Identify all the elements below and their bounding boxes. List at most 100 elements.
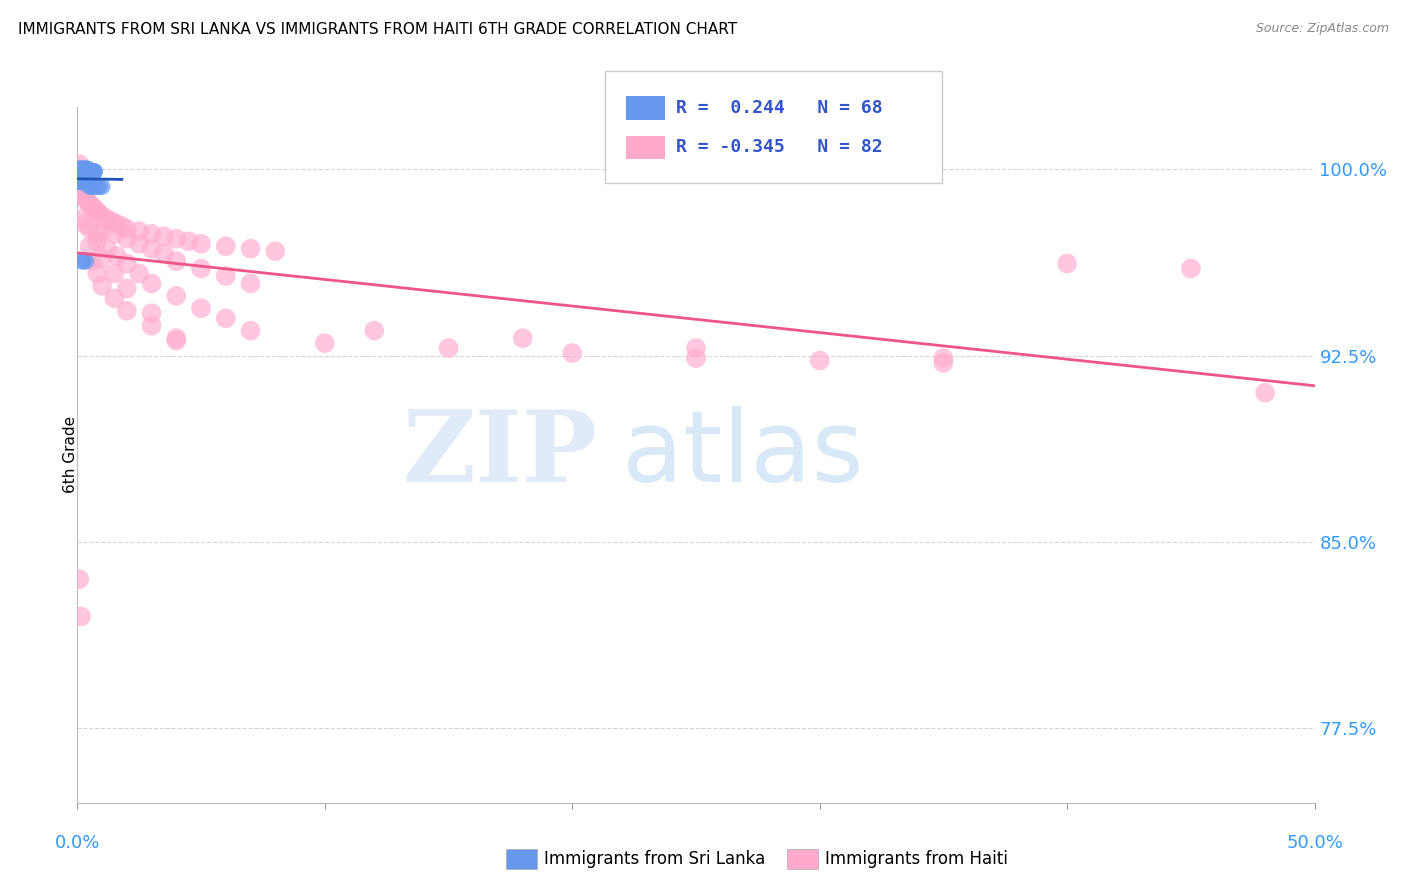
Point: [69, 162, 91, 177]
Point: [239, 277, 262, 291]
Point: [91, 210, 114, 224]
Point: [72, 169, 94, 184]
Point: [69, 167, 91, 181]
Point: [69, 172, 91, 186]
Point: [76, 167, 98, 181]
Point: [153, 246, 176, 260]
Point: [91, 252, 114, 266]
Point: [67, 175, 90, 189]
Text: atlas: atlas: [621, 407, 863, 503]
Point: [103, 291, 125, 305]
Point: [165, 232, 187, 246]
Point: [75, 167, 97, 181]
Point: [215, 239, 238, 253]
Point: [72, 167, 94, 181]
Point: [76, 167, 98, 181]
Point: [70, 609, 93, 624]
Point: [82, 254, 104, 268]
Point: [239, 242, 262, 256]
Point: [264, 244, 287, 259]
Point: [86, 227, 108, 241]
Point: [76, 177, 98, 191]
Point: [70, 162, 93, 177]
Point: [215, 311, 238, 326]
Point: [808, 353, 831, 368]
Point: [75, 254, 97, 268]
Point: [75, 192, 97, 206]
Point: [103, 227, 125, 241]
Point: [67, 167, 90, 181]
Point: [128, 224, 150, 238]
Point: [83, 179, 105, 194]
Point: [73, 167, 96, 181]
Point: [141, 242, 163, 256]
Point: [69, 175, 91, 189]
Point: [79, 179, 101, 194]
Point: [67, 169, 90, 184]
Point: [70, 172, 93, 186]
Point: [67, 572, 90, 586]
Point: [72, 172, 94, 186]
Point: [215, 268, 238, 283]
Point: [153, 229, 176, 244]
Point: [72, 162, 94, 177]
Point: [70, 177, 93, 191]
Point: [70, 254, 93, 268]
Point: [105, 249, 128, 263]
Point: [76, 162, 98, 177]
Text: R =  0.244   N = 68: R = 0.244 N = 68: [676, 99, 883, 117]
Point: [70, 162, 93, 177]
Point: [69, 172, 91, 186]
Point: [165, 254, 187, 268]
Point: [82, 164, 104, 178]
Point: [91, 279, 114, 293]
Point: [72, 179, 94, 194]
Point: [141, 227, 163, 241]
Point: [561, 346, 583, 360]
Point: [82, 199, 104, 213]
Point: [69, 162, 91, 177]
Point: [72, 254, 94, 268]
Point: [177, 234, 200, 248]
Point: [75, 162, 97, 177]
Point: [69, 162, 91, 177]
Point: [932, 356, 955, 370]
Point: [69, 167, 91, 181]
Point: [512, 331, 534, 345]
Point: [128, 236, 150, 251]
Point: [103, 267, 125, 281]
Point: [1056, 257, 1078, 271]
Point: [77, 164, 100, 178]
Point: [685, 351, 707, 365]
Point: [89, 207, 111, 221]
Text: IMMIGRANTS FROM SRI LANKA VS IMMIGRANTS FROM HAITI 6TH GRADE CORRELATION CHART: IMMIGRANTS FROM SRI LANKA VS IMMIGRANTS …: [18, 22, 737, 37]
Point: [115, 232, 138, 246]
Point: [115, 281, 138, 295]
Point: [165, 289, 187, 303]
Point: [1254, 385, 1277, 400]
Point: [73, 162, 96, 177]
Point: [80, 164, 103, 178]
Point: [685, 341, 707, 355]
Point: [72, 169, 94, 184]
Text: 0.0%: 0.0%: [55, 834, 100, 852]
Point: [70, 169, 93, 184]
Point: [73, 217, 96, 231]
Point: [70, 169, 93, 184]
Point: [83, 164, 105, 178]
Point: [83, 202, 105, 216]
Point: [76, 162, 98, 177]
Point: [141, 306, 163, 320]
Point: [82, 179, 104, 194]
Point: [73, 189, 96, 203]
Point: [67, 157, 90, 171]
Point: [105, 217, 128, 231]
Text: R = -0.345   N = 82: R = -0.345 N = 82: [676, 138, 883, 156]
Point: [115, 257, 138, 271]
Point: [190, 261, 212, 276]
Point: [91, 224, 114, 238]
Point: [1180, 261, 1202, 276]
Point: [86, 204, 108, 219]
Point: [70, 172, 93, 186]
Point: [72, 167, 94, 181]
